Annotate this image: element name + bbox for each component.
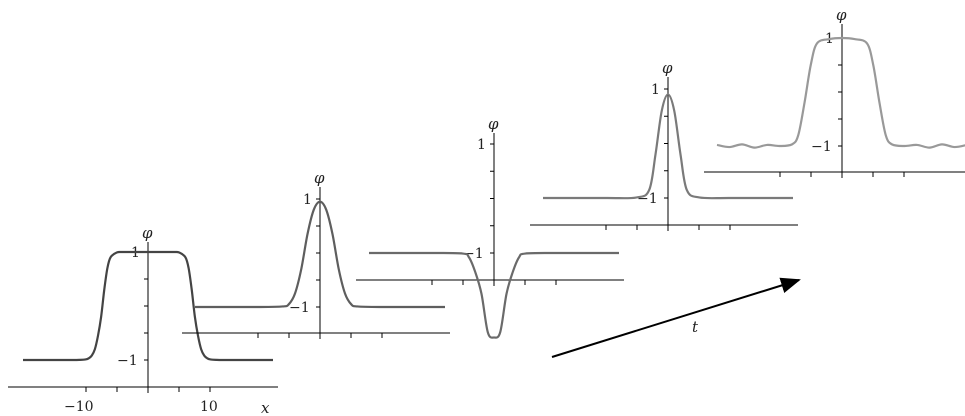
y-axis-label: φ (662, 59, 673, 77)
y-axis-label: φ (314, 169, 325, 187)
snapshot-panel-1: 1−1φ−10 10 x (8, 224, 278, 416)
snapshot-panels: 1−1φ−10 10 x1−1φ1−1φ1−1φ1−1φ (8, 6, 965, 416)
snapshot-panel-4: 1 −1 φ (530, 59, 798, 231)
snapshot-panel-2: 1 −1 φ (182, 169, 450, 339)
y-axis-label: φ (488, 115, 499, 133)
y-tick-label: 1 (477, 137, 486, 153)
y-tick-label: −1 (637, 191, 658, 207)
y-tick-label: 1 (651, 82, 660, 98)
x-tick-label: 10 (200, 399, 218, 415)
snapshot-panel-5: 1−1φ (704, 6, 965, 178)
x-axis-label: x (261, 399, 270, 416)
series-line (542, 93, 794, 200)
y-axis-label: φ (142, 224, 153, 242)
series-line (194, 200, 446, 309)
y-axis-label: φ (836, 6, 847, 24)
y-tick-label: −1 (289, 300, 310, 316)
y-tick-label: −1 (811, 139, 832, 155)
time-arrow-line (551, 277, 801, 358)
series-line (23, 250, 273, 362)
time-arrow: t (551, 277, 801, 358)
series-line (368, 251, 620, 339)
time-arrow-label: t (692, 318, 699, 336)
y-tick-label: −1 (117, 353, 138, 369)
series-line (716, 36, 965, 149)
snapshot-panel-3: 1−1φ (356, 115, 624, 339)
y-tick-label: 1 (303, 192, 312, 208)
x-tick-label: −10 (64, 399, 94, 415)
